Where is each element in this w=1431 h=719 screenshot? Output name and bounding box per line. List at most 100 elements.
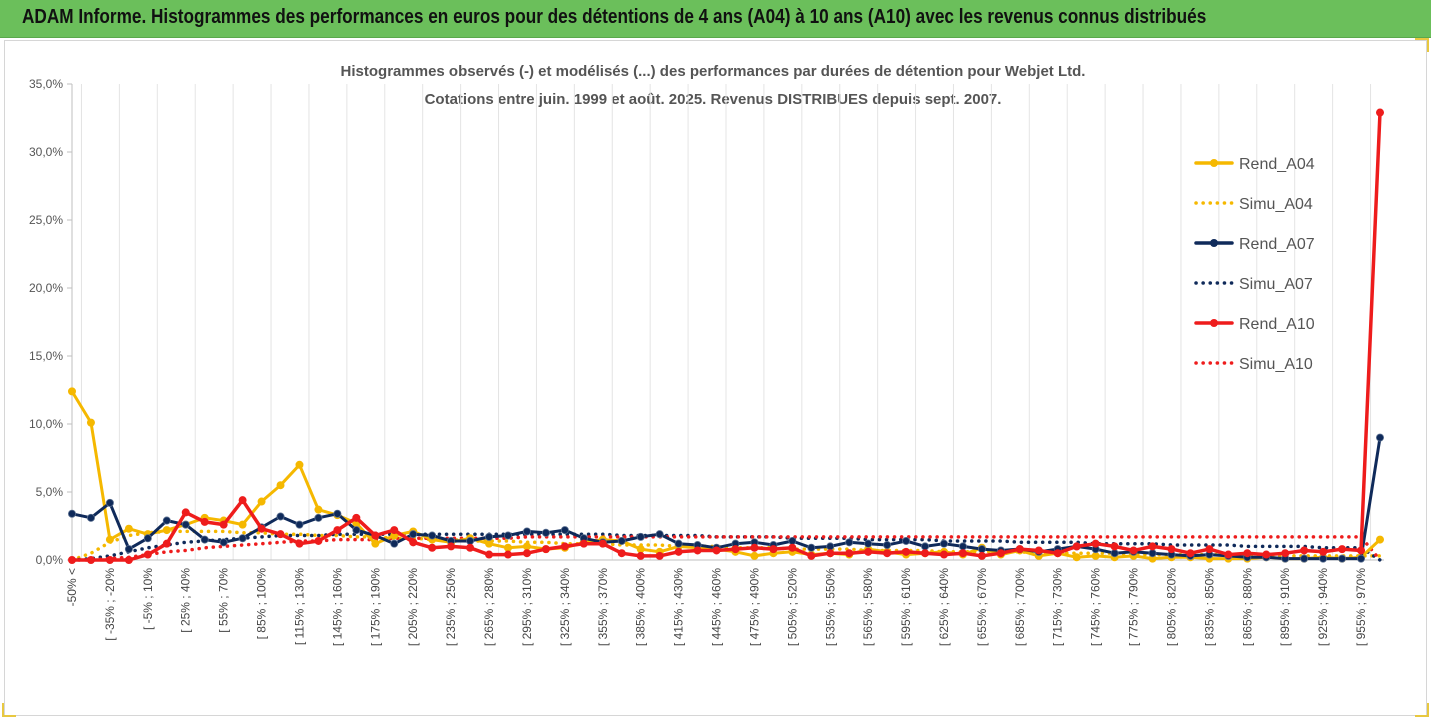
data-point: [276, 512, 285, 521]
data-point: [162, 516, 171, 525]
page-title: ADAM Informe. Histogrammes des performan…: [22, 6, 1207, 28]
data-point: [105, 535, 114, 544]
data-point: [1167, 545, 1176, 554]
data-point: [1205, 545, 1214, 554]
data-point: [1091, 539, 1100, 548]
data-point: [428, 531, 437, 540]
data-point: [921, 542, 930, 551]
data-point: [1319, 547, 1328, 556]
y-tick-label: 5,0%: [36, 485, 64, 499]
x-tick-label: [ 745% ; 760%: [1089, 568, 1103, 646]
x-tick-label: [ 475% ; 490%: [747, 568, 761, 646]
data-point: [560, 526, 569, 535]
legend-marker: [1210, 239, 1218, 247]
y-tick-label: 25,0%: [29, 213, 63, 227]
data-point: [257, 497, 266, 506]
data-point: [86, 513, 95, 522]
resize-handle-top-right[interactable]: [1415, 38, 1429, 52]
legend-label: Simu_A10: [1239, 356, 1313, 373]
data-point: [409, 538, 418, 547]
data-point: [579, 539, 588, 548]
data-point: [352, 526, 361, 535]
data-point: [200, 535, 209, 544]
header-bar: ADAM Informe. Histogrammes des performan…: [0, 0, 1431, 38]
data-point: [485, 532, 494, 541]
data-point: [1376, 108, 1385, 117]
data-point: [333, 526, 342, 535]
data-point: [902, 547, 911, 556]
data-point: [826, 542, 835, 551]
data-point: [1338, 545, 1347, 554]
data-point: [807, 551, 816, 560]
data-point: [181, 508, 190, 517]
data-point: [1376, 433, 1385, 442]
legend-label: Simu_A04: [1239, 196, 1313, 213]
data-point: [485, 550, 494, 559]
data-point: [617, 536, 626, 545]
x-tick-label: [ 145% ; 160%: [330, 568, 344, 646]
data-point: [636, 532, 645, 541]
data-point: [731, 545, 740, 554]
data-point: [617, 549, 626, 558]
data-point: [693, 546, 702, 555]
data-point: [447, 542, 456, 551]
data-point: [940, 550, 949, 559]
data-point: [428, 543, 437, 552]
data-point: [1072, 542, 1081, 551]
data-point: [1110, 542, 1119, 551]
data-point: [503, 543, 512, 552]
data-point: [68, 387, 77, 396]
resize-handle-bottom-right[interactable]: [1415, 703, 1429, 717]
x-tick-label: [ 445% ; 460%: [710, 568, 724, 646]
data-point: [598, 539, 607, 548]
data-point: [902, 536, 911, 545]
x-tick-label: [ 325% ; 340%: [558, 568, 572, 646]
data-point: [541, 545, 550, 554]
data-point: [409, 530, 418, 539]
data-point: [1148, 549, 1157, 558]
axes: 0,0% 5,0% 10,0% 15,0% 20,0% 25,0% 30,0% 35,0% -5…: [29, 77, 1384, 646]
x-tick-label: [ 805% ; 820%: [1164, 568, 1178, 646]
resize-handle-bottom-left[interactable]: [2, 703, 16, 717]
x-tick-label: [ 25% ; 40%: [179, 568, 193, 633]
data-point: [124, 524, 133, 533]
x-tick-label: [ 955% ; 970%: [1354, 568, 1368, 646]
data-point: [485, 539, 494, 548]
x-tick-label: [ 865% ; 880%: [1240, 568, 1254, 646]
data-point: [1338, 554, 1347, 563]
data-point: [124, 545, 133, 554]
data-point: [68, 509, 77, 518]
data-point: [219, 520, 228, 529]
x-tick-label: [ 715% ; 730%: [1051, 568, 1065, 646]
data-point: [371, 531, 380, 540]
data-point: [276, 481, 285, 490]
data-point: [295, 460, 304, 469]
legend-marker: [1210, 319, 1218, 327]
chart-title-line-1: Histogrammes observés (-) et modélisés (…: [341, 63, 1086, 80]
y-tick-label: 10,0%: [29, 417, 63, 431]
data-point: [1281, 549, 1290, 558]
data-point: [1224, 550, 1233, 559]
data-point: [1091, 551, 1100, 560]
data-point: [162, 539, 171, 548]
chart-title-line-2: Cotations entre juin. 1999 et août. 2025…: [425, 91, 1002, 108]
x-tick-label: [ 55% ; 70%: [217, 568, 231, 633]
data-point: [143, 534, 152, 543]
data-point: [1300, 546, 1309, 555]
data-point: [712, 546, 721, 555]
data-point: [940, 539, 949, 548]
data-point: [1357, 546, 1366, 555]
data-point: [560, 542, 569, 551]
legend: Rend_A04 Simu_A04 Rend_A07 Simu_A07 Rend_A10…: [1194, 156, 1315, 373]
data-point: [1015, 545, 1024, 554]
series-line-simu-a10: [70, 535, 1382, 562]
x-tick-label: [ 235% ; 250%: [444, 568, 458, 646]
x-tick-label: [ 565% ; 580%: [861, 568, 875, 646]
x-tick-label: [ 175% ; 190%: [368, 568, 382, 646]
data-point: [390, 539, 399, 548]
data-point: [522, 549, 531, 558]
data-point: [769, 545, 778, 554]
data-point: [105, 498, 114, 507]
data-point: [1357, 554, 1366, 563]
